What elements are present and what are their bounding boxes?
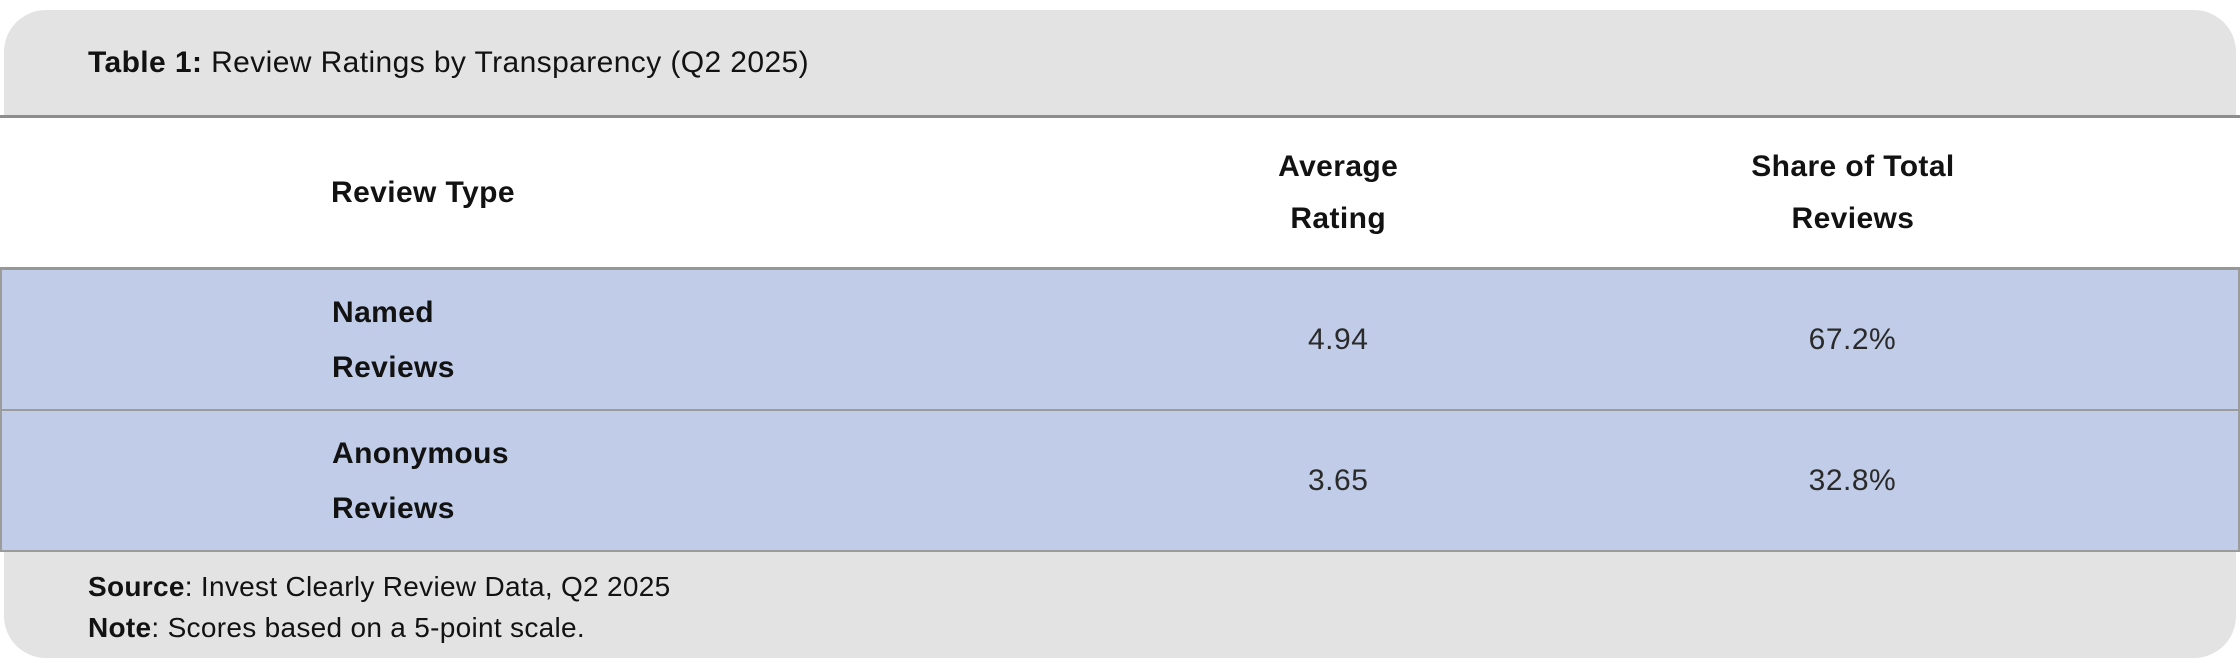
share-of-total-cell: 67.2% [1466, 267, 2240, 411]
note-label: Note [88, 612, 152, 643]
review-type-cell: Anonymous Reviews [0, 409, 1210, 552]
share-of-total-cell: 32.8% [1466, 409, 2240, 552]
column-header-average-rating: Average Rating [1209, 118, 1467, 270]
note-line: Note: Scores based on a 5-point scale. [88, 607, 2236, 648]
table-title-text: Review Ratings by Transparency (Q2 2025) [202, 45, 810, 79]
table-title: Table 1: Review Ratings by Transparency … [88, 46, 809, 80]
title-divider [0, 115, 2240, 118]
table-footer: Source: Invest Clearly Review Data, Q2 2… [4, 552, 2236, 658]
note-text: : Scores based on a 5-point scale. [151, 612, 585, 643]
table-title-bar: Table 1: Review Ratings by Transparency … [4, 10, 2236, 115]
source-text: : Invest Clearly Review Data, Q2 2025 [184, 571, 671, 602]
table-title-prefix: Table 1: [88, 45, 203, 79]
source-line: Source: Invest Clearly Review Data, Q2 2… [88, 566, 2236, 607]
source-label: Source [88, 571, 185, 602]
table-row-anonymous-reviews: Anonymous Reviews 3.65 32.8% [0, 409, 2240, 552]
average-rating-cell: 3.65 [1209, 409, 1467, 552]
table-header-row: Review Type Average Rating Share of Tota… [1, 118, 2239, 270]
average-rating-cell: 4.94 [1209, 267, 1467, 411]
review-ratings-table: Review Type Average Rating Share of Tota… [0, 118, 2240, 552]
column-header-share-of-total: Share of Total Reviews [1466, 118, 2239, 270]
column-header-review-type: Review Type [1, 118, 1210, 270]
review-type-cell: Named Reviews [0, 267, 1210, 411]
table-row-named-reviews: Named Reviews 4.94 67.2% [0, 267, 2240, 411]
